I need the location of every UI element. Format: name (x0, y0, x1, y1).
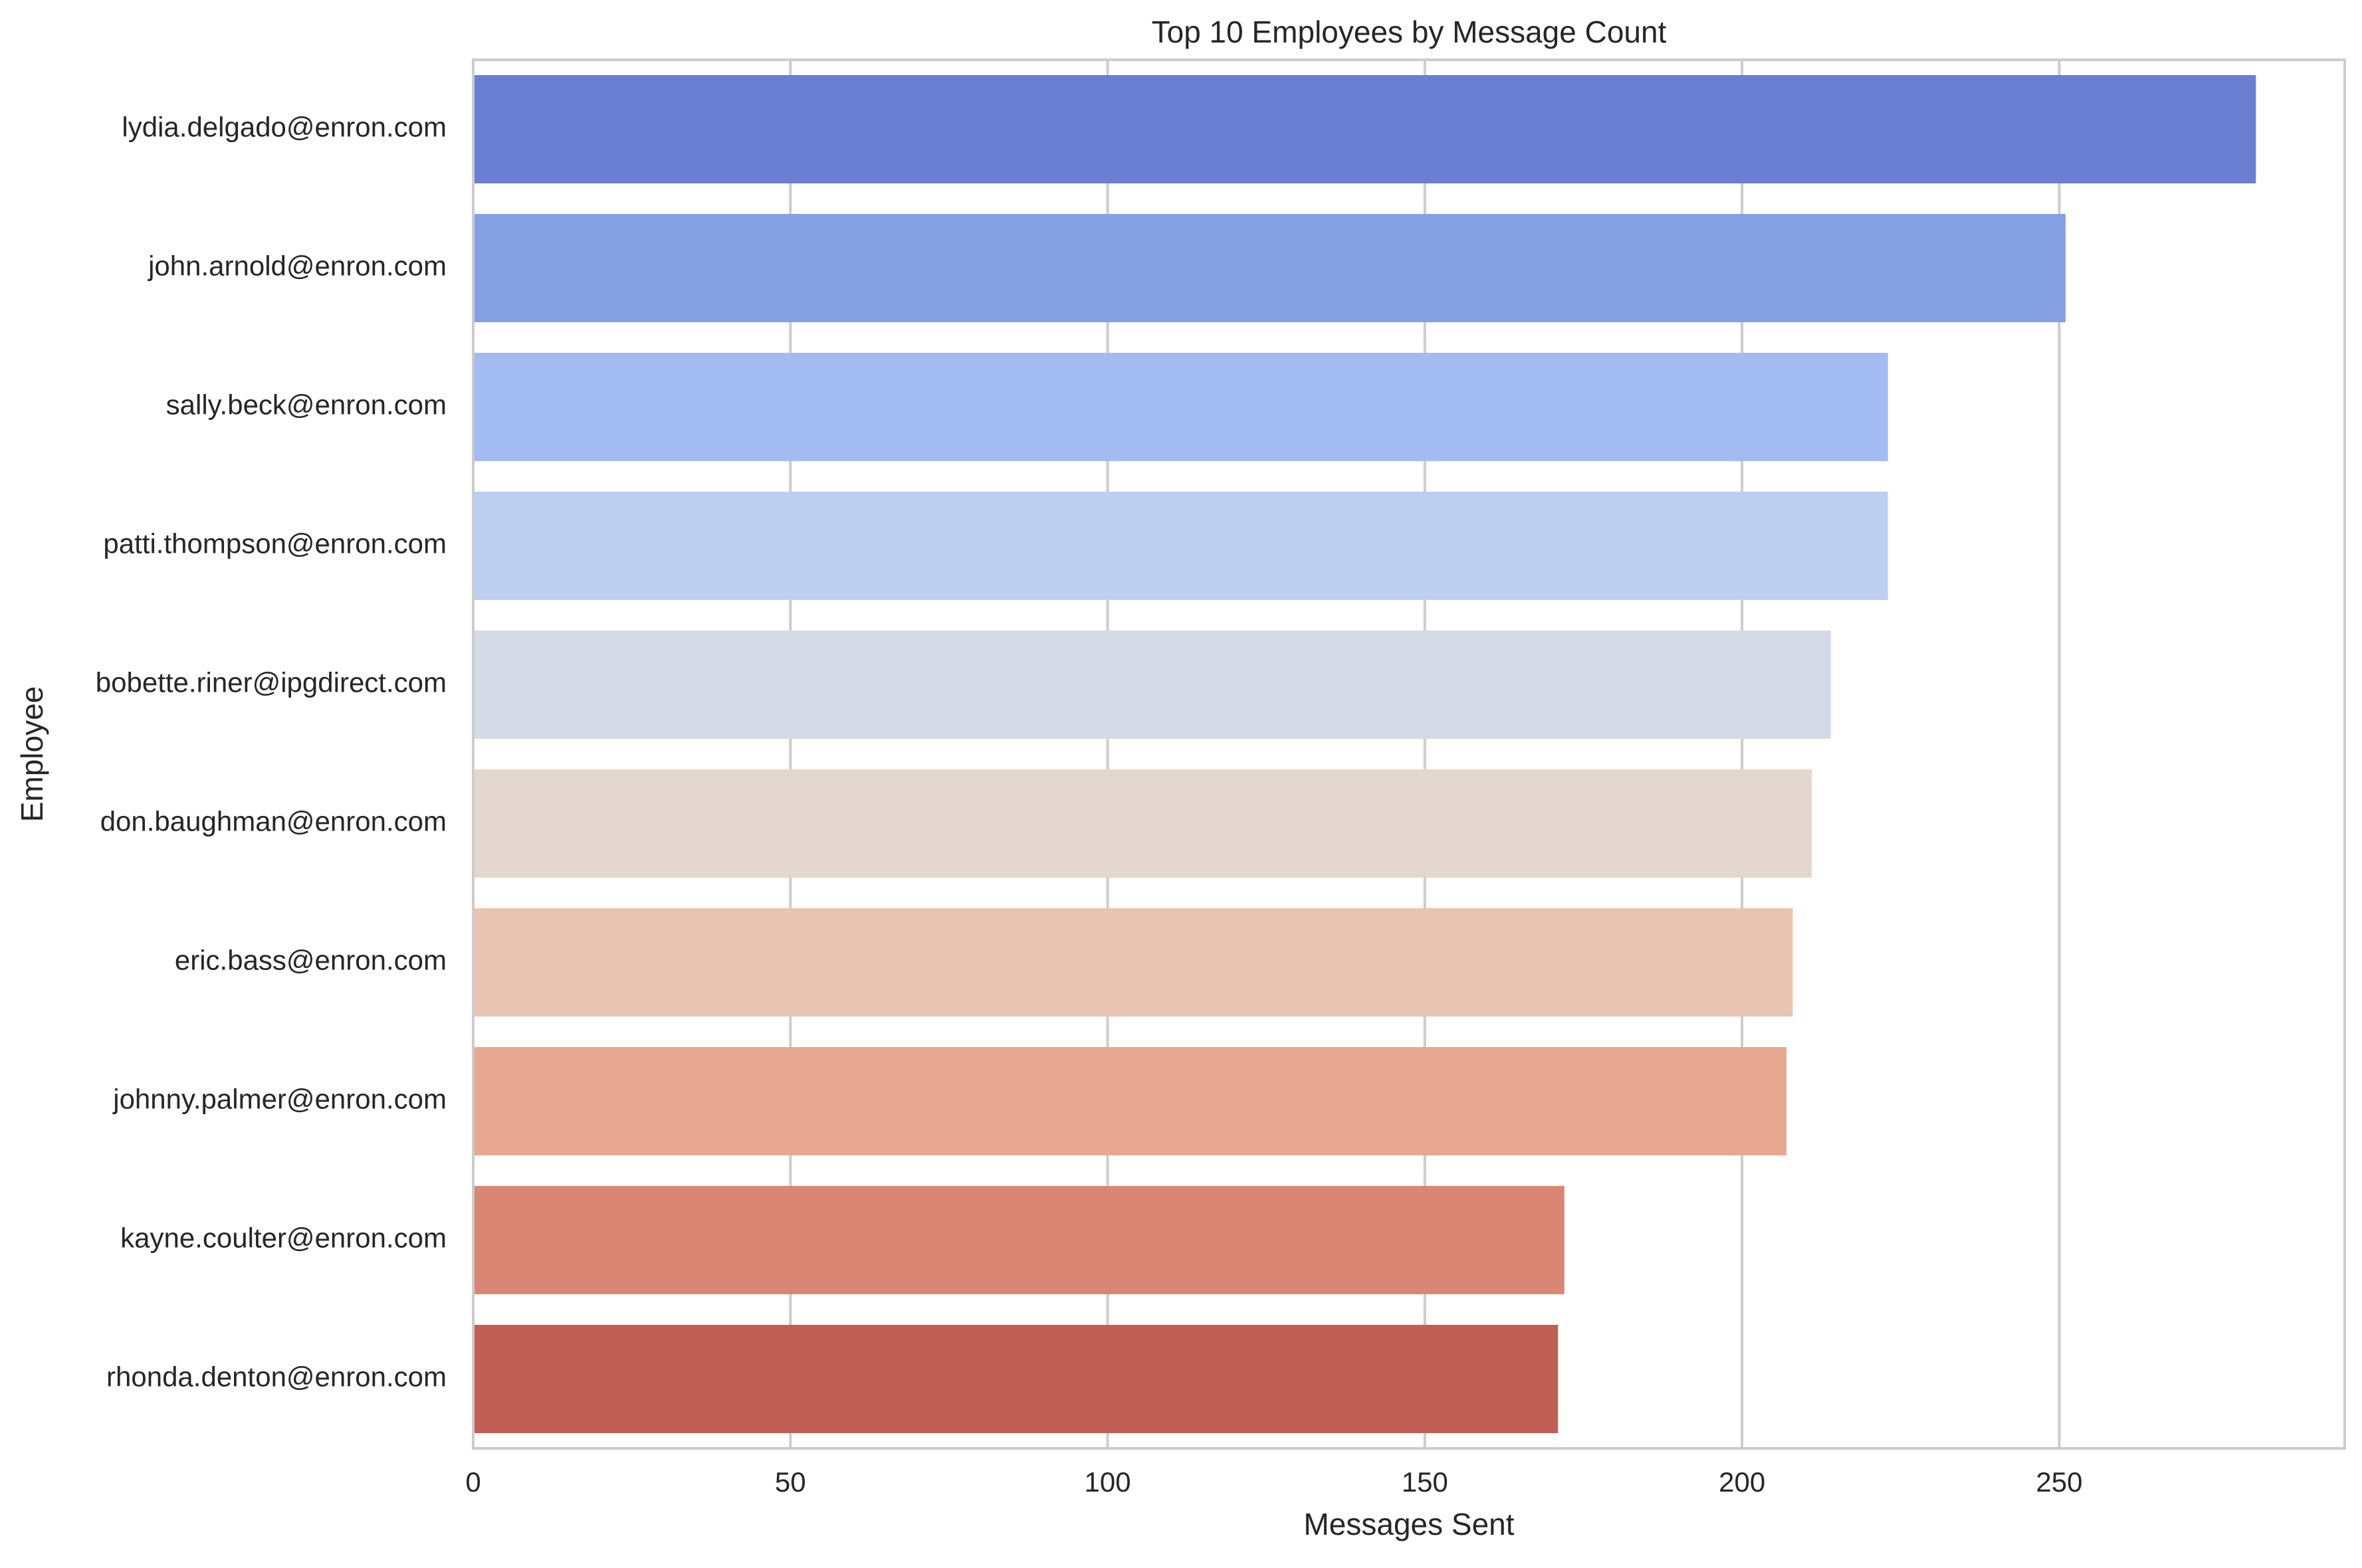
y-tick-label: don.baughman@enron.com (100, 806, 447, 837)
x-tick-label: 0 (465, 1466, 481, 1498)
y-tick-labels: lydia.delgado@enron.com john.arnold@enron… (96, 112, 447, 1393)
y-axis-label: Employee (15, 686, 49, 823)
x-axis-label: Messages Sent (1303, 1507, 1514, 1541)
x-tick-labels: 0 50 100 150 200 250 (465, 1466, 2082, 1498)
x-tick-label: 250 (2036, 1466, 2082, 1498)
bar (473, 74, 2256, 184)
y-tick-label: rhonda.denton@enron.com (106, 1361, 447, 1393)
bar (473, 908, 1793, 1017)
x-tick-label: 200 (1719, 1466, 1765, 1498)
plot-frame (472, 58, 2346, 1450)
y-tick-label: kayne.coulter@enron.com (120, 1223, 447, 1254)
chart-title: Top 10 Employees by Message Count (1152, 15, 1667, 49)
bar (473, 213, 2066, 323)
bar (473, 491, 1888, 601)
bars (473, 74, 2256, 1434)
x-tick-label: 150 (1402, 1466, 1448, 1498)
y-tick-label: eric.bass@enron.com (175, 945, 447, 976)
y-tick-label: sally.beck@enron.com (166, 389, 447, 421)
y-tick-label: patti.thompson@enron.com (103, 528, 447, 559)
bar (473, 1185, 1564, 1295)
bar (473, 1046, 1786, 1156)
bar (473, 1324, 1558, 1434)
x-tick-label: 50 (775, 1466, 806, 1498)
y-tick-label: lydia.delgado@enron.com (122, 112, 447, 143)
x-tick-label: 100 (1085, 1466, 1131, 1498)
bar (473, 352, 1888, 462)
bar (473, 769, 1812, 878)
bar (473, 630, 1831, 739)
y-tick-label: john.arnold@enron.com (147, 250, 447, 282)
y-tick-label: bobette.riner@ipgdirect.com (96, 667, 447, 698)
y-tick-label: johnny.palmer@enron.com (112, 1084, 447, 1115)
